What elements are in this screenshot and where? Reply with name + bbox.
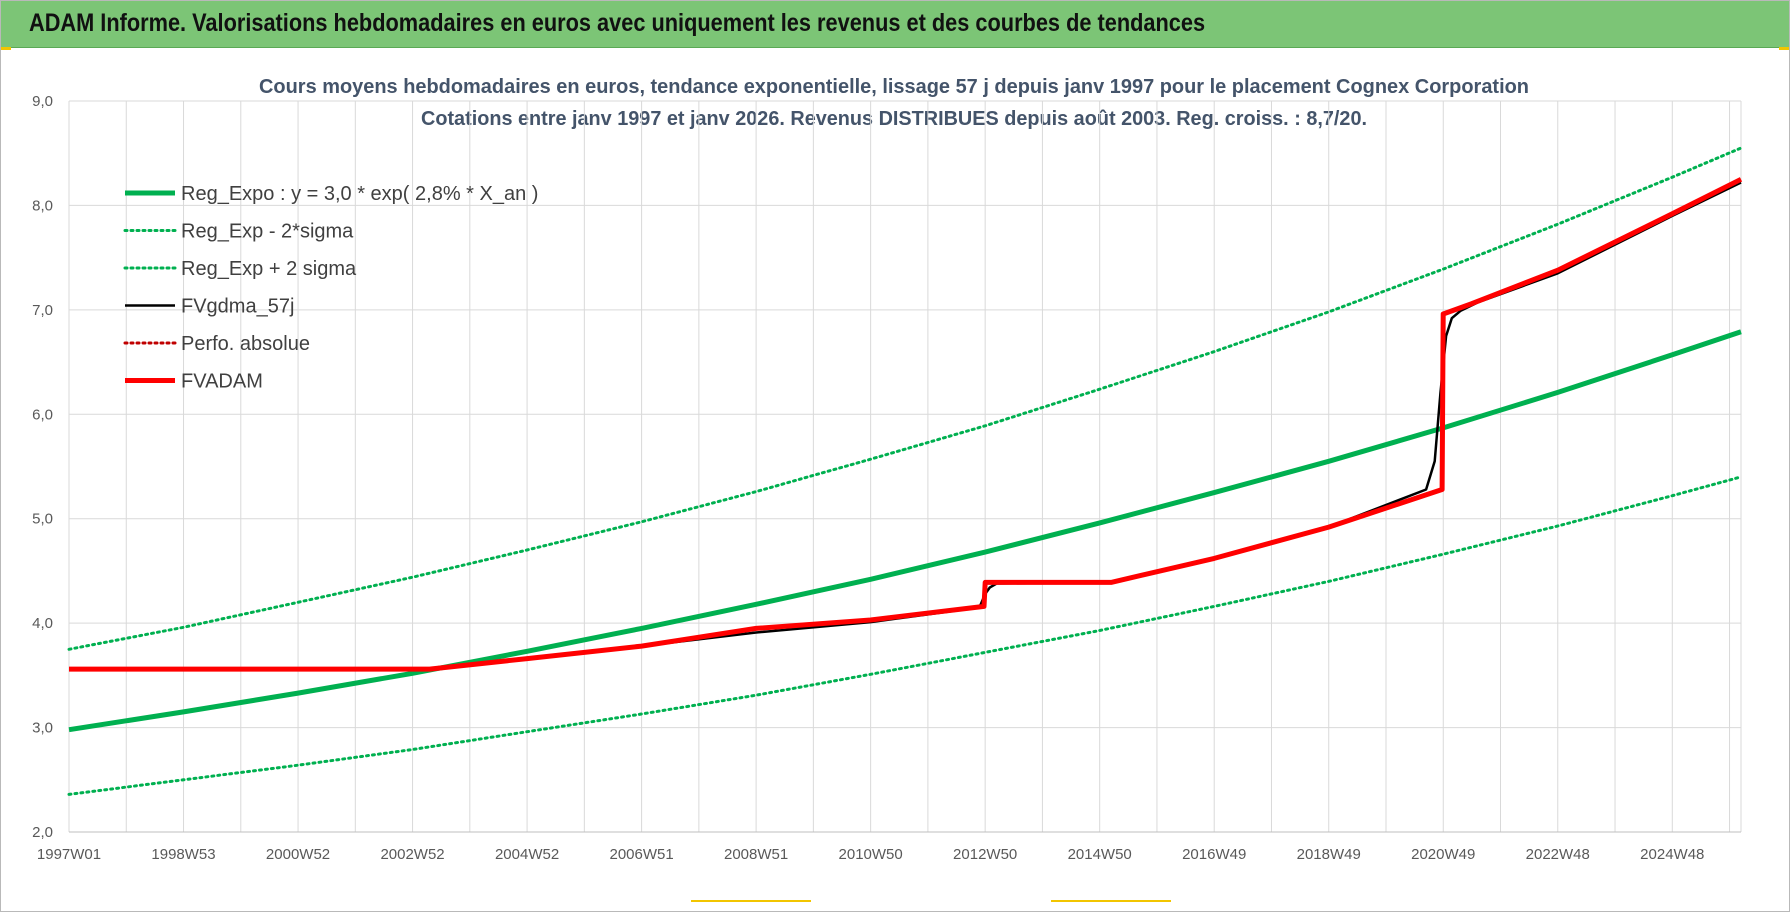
legend-label: Reg_Exp - 2*sigma [181, 221, 354, 243]
plot-series [67, 146, 1743, 796]
series-line-1 [67, 475, 1743, 796]
x-tick-label: 2020W49 [1411, 846, 1475, 863]
corner-mark-bottom-left [691, 900, 811, 902]
x-tick-label: 1997W01 [37, 846, 101, 863]
x-tick-label: 1998W53 [151, 846, 215, 863]
legend-label: Perfo. absolue [181, 333, 310, 355]
x-tick-label: 2016W49 [1182, 846, 1246, 863]
x-tick-label: 2002W52 [380, 846, 444, 863]
x-tick-label: 2018W49 [1297, 846, 1361, 863]
banner-title: ADAM Informe. Valorisations hebdomadaire… [29, 9, 1206, 37]
x-tick-label: 2006W51 [609, 846, 673, 863]
x-tick-label: 2024W48 [1640, 846, 1704, 863]
x-tick-label: 2022W48 [1526, 846, 1590, 863]
y-tick-label: 5,0 [32, 511, 53, 528]
y-tick-label: 4,0 [32, 615, 53, 632]
title-banner: ADAM Informe. Valorisations hebdomadaire… [1, 1, 1789, 48]
x-tick-label: 2014W50 [1068, 846, 1132, 863]
legend-label: FVgdma_57j [181, 296, 294, 318]
y-tick-label: 3,0 [32, 720, 53, 737]
legend-label: Reg_Expo : y = 3,0 * exp( 2,8% * X_an ) [181, 183, 538, 205]
y-tick-label: 8,0 [32, 197, 53, 214]
series-line-3 [69, 181, 1742, 671]
corner-mark-top-right [1779, 47, 1789, 50]
legend-label: FVADAM [181, 371, 263, 393]
series-line-2 [67, 146, 1743, 651]
chart-title-line-1: Cours moyens hebdomadaires en euros, ten… [259, 76, 1529, 98]
y-tick-label: 7,0 [32, 302, 53, 319]
x-tick-label: 2004W52 [495, 846, 559, 863]
chart-title-line-2: Cotations entre janv 1997 et janv 2026. … [421, 108, 1367, 130]
x-tick-label: 2000W52 [266, 846, 330, 863]
grid-lines [68, 100, 1742, 833]
y-tick-label: 2,0 [32, 824, 53, 841]
x-tick-label: 2012W50 [953, 846, 1017, 863]
y-tick-label: 6,0 [32, 406, 53, 423]
series-line-5 [69, 177, 1743, 672]
x-tick-label: 2010W50 [839, 846, 903, 863]
corner-mark-top-left [1, 47, 11, 50]
corner-mark-bottom-right [1051, 900, 1171, 902]
axis-labels: 2,0 3,0 4,0 5,0 6,0 7,0 8,0 9,0 1997W01 1998W53 20… [32, 93, 1741, 863]
series-line-0 [68, 329, 1742, 733]
legend: Reg_Expo : y = 3,0 * exp( 2,8% * X_an ) R… [123, 183, 538, 393]
x-tick-label: 2008W51 [724, 846, 788, 863]
y-tick-label: 9,0 [32, 93, 53, 110]
legend-label: Reg_Exp + 2 sigma [181, 258, 357, 280]
